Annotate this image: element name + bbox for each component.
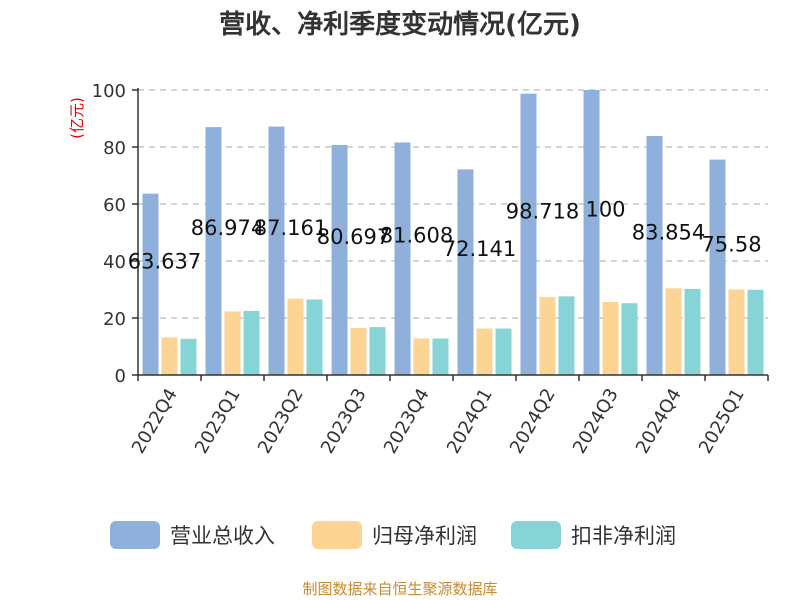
bar[interactable] [350, 327, 367, 375]
bar[interactable] [243, 310, 260, 375]
data-label: 75.58 [701, 232, 761, 256]
legend-label: 扣非净利润 [571, 524, 676, 548]
x-tick-label: 2023Q2 [254, 385, 308, 457]
legend-item[interactable]: 营业总收入 [110, 521, 275, 549]
data-label: 80.697 [317, 225, 390, 249]
y-tick-label: 80 [103, 138, 126, 159]
bar[interactable] [728, 289, 745, 376]
bar[interactable] [161, 337, 178, 375]
x-tick-label: 2025Q1 [695, 385, 749, 457]
y-tick-label: 0 [115, 366, 126, 387]
bar[interactable] [476, 328, 493, 375]
y-tick-label: 60 [103, 195, 126, 216]
data-label: 63.637 [128, 249, 201, 273]
data-label: 81.608 [380, 224, 453, 248]
bar[interactable] [646, 136, 663, 375]
x-tick-label: 2024Q2 [506, 385, 560, 457]
bar[interactable] [520, 93, 537, 376]
x-tick-label: 2023Q4 [380, 385, 434, 457]
bar[interactable] [369, 327, 386, 375]
legend-swatch [511, 521, 561, 549]
bar[interactable] [558, 296, 575, 375]
legend-item[interactable]: 归母净利润 [312, 521, 477, 549]
bar[interactable] [331, 145, 348, 375]
bars [142, 90, 764, 376]
bar[interactable] [394, 142, 411, 375]
source-note: 制图数据来自恒生聚源数据库 [302, 580, 497, 598]
bar[interactable] [457, 169, 474, 375]
bar[interactable] [583, 90, 600, 375]
data-label: 86.974 [191, 216, 264, 240]
x-tick-label: 2022Q4 [128, 385, 182, 457]
bar[interactable] [142, 193, 159, 375]
bar[interactable] [621, 303, 638, 375]
x-tick-label: 2023Q3 [317, 385, 371, 457]
legend-swatch [110, 521, 160, 549]
data-label: 72.141 [443, 237, 516, 261]
y-axis-unit: (亿元) [68, 97, 86, 139]
x-tick-label: 2023Q1 [191, 385, 245, 457]
bar[interactable] [539, 296, 556, 375]
bar[interactable] [495, 328, 512, 375]
x-tick-label: 2024Q4 [632, 385, 686, 457]
x-tick-label: 2024Q1 [443, 385, 497, 457]
bar[interactable] [268, 126, 285, 375]
data-label: 83.854 [632, 221, 705, 245]
bar[interactable] [413, 338, 430, 375]
y-tick-label: 100 [92, 81, 126, 102]
y-tick-label: 20 [103, 309, 126, 330]
bar[interactable] [684, 288, 701, 375]
legend-label: 归母净利润 [372, 524, 477, 548]
data-label: 98.718 [506, 199, 579, 223]
bar[interactable] [306, 299, 323, 375]
bar[interactable] [287, 298, 304, 375]
bar[interactable] [602, 302, 619, 375]
x-tick-label: 2024Q3 [569, 385, 623, 457]
legend-item[interactable]: 扣非净利润 [511, 521, 676, 549]
bar[interactable] [224, 311, 241, 375]
legend-label: 营业总收入 [170, 524, 275, 548]
bar[interactable] [747, 289, 764, 375]
bar[interactable] [432, 338, 449, 375]
bar[interactable] [205, 127, 222, 375]
legend-swatch [312, 521, 362, 549]
y-tick-label: 40 [103, 252, 126, 273]
chart-title: 营收、净利季度变动情况(亿元) [219, 9, 581, 40]
bar[interactable] [665, 288, 682, 375]
bar[interactable] [709, 159, 726, 375]
grid-lines [138, 89, 768, 319]
data-label: 100 [585, 198, 625, 222]
legend[interactable]: 营业总收入 归母净利润 扣非净利润 [110, 521, 676, 549]
data-label: 87.161 [254, 216, 327, 240]
bar[interactable] [180, 338, 197, 375]
